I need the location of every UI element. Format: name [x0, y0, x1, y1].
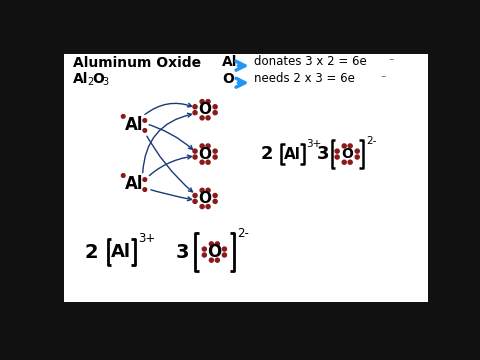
Text: O: O	[199, 102, 212, 117]
Circle shape	[193, 111, 197, 115]
Circle shape	[216, 258, 219, 262]
Circle shape	[206, 160, 210, 164]
Circle shape	[200, 116, 204, 120]
Circle shape	[200, 204, 204, 208]
Text: 2-: 2-	[238, 227, 249, 240]
Circle shape	[209, 242, 214, 246]
Circle shape	[200, 100, 204, 104]
Circle shape	[216, 242, 219, 246]
Circle shape	[213, 149, 217, 153]
Circle shape	[143, 119, 147, 122]
Circle shape	[213, 105, 217, 109]
Circle shape	[121, 114, 125, 118]
Circle shape	[140, 185, 150, 194]
Circle shape	[206, 188, 210, 192]
Text: 2: 2	[260, 145, 273, 163]
Circle shape	[143, 129, 147, 132]
Text: O: O	[341, 147, 353, 161]
Text: 3: 3	[317, 145, 330, 163]
Circle shape	[335, 149, 339, 153]
Circle shape	[143, 178, 147, 181]
Circle shape	[119, 171, 128, 180]
Circle shape	[213, 111, 217, 115]
Text: needs 2 x 3 = 6e: needs 2 x 3 = 6e	[254, 72, 355, 85]
Circle shape	[119, 112, 128, 121]
Circle shape	[213, 193, 217, 198]
Circle shape	[355, 155, 359, 159]
Circle shape	[348, 160, 352, 164]
Circle shape	[222, 247, 227, 251]
Circle shape	[342, 144, 346, 148]
Circle shape	[193, 105, 197, 109]
Circle shape	[193, 149, 197, 153]
Circle shape	[206, 144, 210, 148]
Circle shape	[206, 100, 210, 104]
Text: 2: 2	[87, 77, 93, 87]
Text: ⁻: ⁻	[388, 58, 394, 68]
Circle shape	[209, 258, 214, 262]
Circle shape	[202, 253, 206, 257]
Circle shape	[193, 199, 197, 203]
Circle shape	[213, 155, 217, 159]
Text: Al: Al	[284, 147, 301, 162]
Circle shape	[222, 253, 227, 257]
Text: O: O	[199, 147, 212, 162]
Text: O: O	[93, 72, 105, 86]
Circle shape	[193, 193, 197, 198]
Text: 3+: 3+	[307, 139, 322, 149]
Text: 2: 2	[85, 243, 98, 261]
Text: ⁻: ⁻	[381, 75, 386, 85]
Circle shape	[206, 116, 210, 120]
Text: donates 3 x 2 = 6e: donates 3 x 2 = 6e	[254, 55, 367, 68]
Text: 3+: 3+	[138, 232, 155, 245]
Text: Aluminum Oxide: Aluminum Oxide	[73, 56, 201, 70]
Circle shape	[348, 144, 352, 148]
Circle shape	[355, 149, 359, 153]
Circle shape	[121, 174, 125, 177]
Text: Al: Al	[73, 72, 88, 86]
Circle shape	[140, 126, 150, 135]
Circle shape	[342, 160, 346, 164]
Circle shape	[202, 247, 206, 251]
Text: 3: 3	[103, 77, 109, 87]
Circle shape	[140, 116, 150, 125]
Circle shape	[200, 160, 204, 164]
Text: O: O	[199, 191, 212, 206]
Text: Al: Al	[222, 55, 237, 69]
Text: Al: Al	[125, 175, 144, 193]
Circle shape	[213, 199, 217, 203]
Text: 3: 3	[176, 243, 190, 261]
Circle shape	[200, 188, 204, 192]
FancyBboxPatch shape	[64, 54, 428, 302]
Circle shape	[200, 144, 204, 148]
Circle shape	[143, 188, 147, 192]
Circle shape	[140, 175, 150, 184]
Text: 2-: 2-	[367, 136, 377, 146]
Circle shape	[206, 204, 210, 208]
Text: Al: Al	[125, 116, 144, 134]
Text: Al: Al	[111, 243, 132, 261]
Circle shape	[193, 155, 197, 159]
Circle shape	[335, 155, 339, 159]
Text: O: O	[222, 72, 234, 86]
Text: O: O	[207, 243, 221, 261]
